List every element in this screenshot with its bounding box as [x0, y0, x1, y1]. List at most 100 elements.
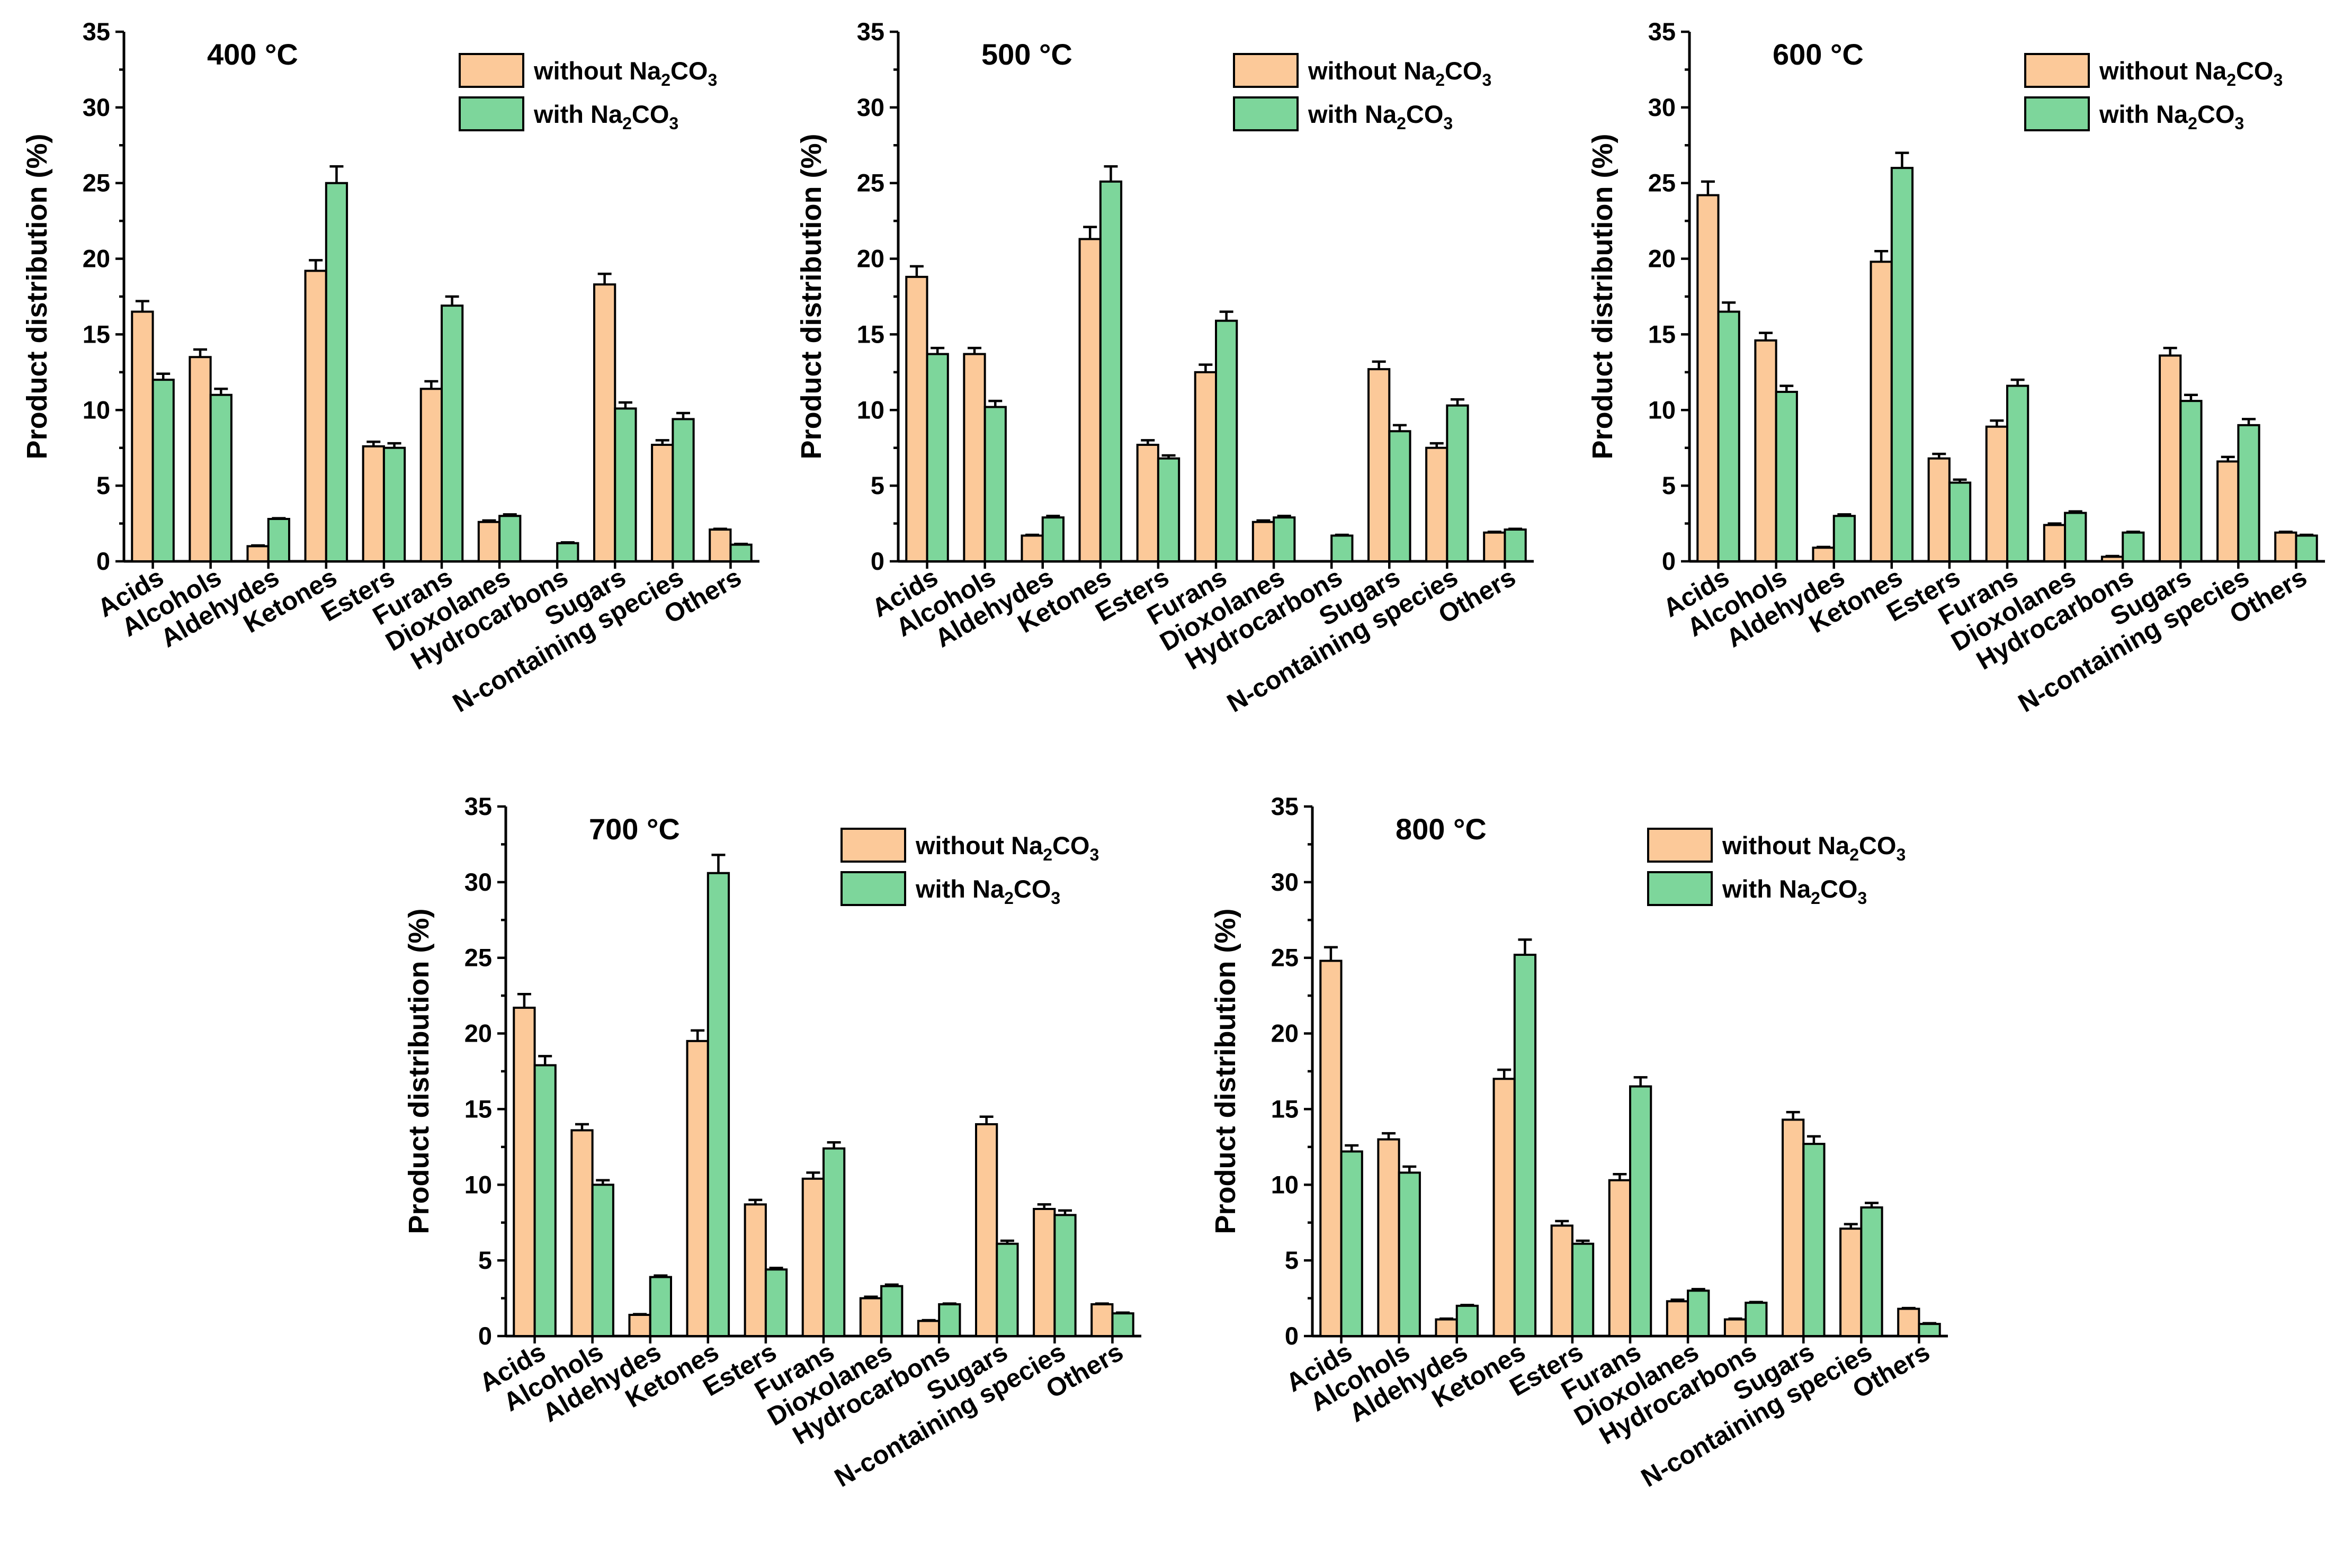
y-tick-label: 30 [857, 93, 884, 121]
bar-without-na2co3-n-containing-species [651, 444, 674, 562]
bar-without-na2co3-hydrocarbons [1723, 1318, 1747, 1338]
bar-with-na2co3-acids [1717, 310, 1740, 562]
bar-with-na2co3-furans [441, 304, 464, 563]
bar-without-na2co3-sugars [975, 1123, 998, 1337]
bar-without-na2co3-acids [513, 1007, 536, 1337]
bar-without-na2co3-acids [1319, 960, 1343, 1337]
bar-with-na2co3-alcohols [591, 1184, 614, 1337]
bar-with-na2co3-n-containing-species [672, 418, 695, 563]
bar-with-na2co3-sugars [614, 407, 637, 563]
bar-without-na2co3-acids [905, 275, 928, 562]
y-tick-label: 35 [857, 17, 884, 46]
bar-with-na2co3-esters [764, 1268, 788, 1337]
y-tick-label: 0 [478, 1322, 492, 1350]
panel-title: 800 °C [1396, 812, 1487, 846]
bar-with-na2co3-aldehydes [1832, 515, 1856, 562]
y-tick-label: 15 [464, 1095, 492, 1123]
bar-without-na2co3-others [1897, 1307, 1920, 1338]
y-tick-label: 25 [1271, 944, 1299, 972]
legend-label-without: without Na2CO3 [915, 831, 1099, 864]
bar-without-na2co3-ketones [1492, 1078, 1516, 1338]
bar-with-na2co3-acids [533, 1064, 557, 1337]
bar-with-na2co3-furans [822, 1147, 846, 1338]
legend-label-with: with Na2CO3 [915, 875, 1060, 908]
legend-label-with: with Na2CO3 [1308, 100, 1453, 133]
legend-label-with: with Na2CO3 [1722, 875, 1867, 908]
y-tick-label: 0 [1662, 547, 1676, 575]
bar-with-na2co3-alcohols [1398, 1171, 1421, 1337]
bar-without-na2co3-furans [419, 388, 443, 562]
bar-with-na2co3-acids [151, 379, 175, 563]
bar-with-na2co3-ketones [707, 872, 730, 1337]
panel-title: 700 °C [589, 812, 680, 846]
bar-with-na2co3-dioxolanes [498, 515, 522, 562]
legend-label-without: without Na2CO3 [1308, 57, 1491, 89]
bar-with-na2co3-aldehydes [1455, 1304, 1479, 1338]
bar-without-na2co3-dioxolanes [2043, 524, 2067, 563]
legend-label-without: without Na2CO3 [2099, 57, 2283, 89]
bar-without-na2co3-sugars [1367, 368, 1391, 563]
bar-with-na2co3-alcohols [209, 393, 232, 562]
bar-with-na2co3-aldehydes [1041, 516, 1065, 563]
bar-without-na2co3-aldehydes [246, 545, 270, 563]
legend-swatch-without [840, 828, 906, 863]
bar-without-na2co3-n-containing-species [1033, 1208, 1056, 1337]
y-tick-label: 10 [83, 396, 110, 424]
y-tick-label: 0 [871, 547, 884, 575]
y-tick-label: 25 [83, 169, 110, 197]
y-tick-label: 30 [1648, 93, 1676, 121]
bar-with-na2co3-dioxolanes [880, 1285, 904, 1338]
legend-swatch-without [2024, 53, 2090, 88]
legend-label-without: without Na2CO3 [1722, 831, 1906, 864]
y-tick-label: 15 [857, 320, 884, 348]
y-tick-label: 5 [871, 471, 884, 499]
bar-with-na2co3-others [1111, 1312, 1134, 1337]
bar-with-na2co3-ketones [325, 182, 348, 562]
y-tick-label: 20 [464, 1019, 492, 1047]
bar-without-na2co3-others [709, 528, 732, 562]
bar-without-na2co3-ketones [304, 270, 327, 562]
legend-swatch-without [459, 53, 524, 88]
bar-without-na2co3-alcohols [570, 1129, 594, 1337]
legend-label-with: with Na2CO3 [533, 100, 678, 133]
y-tick-label: 35 [83, 17, 110, 46]
bar-with-na2co3-dioxolanes [2064, 512, 2087, 562]
bar-without-na2co3-dioxolanes [1251, 521, 1275, 563]
bar-without-na2co3-acids [131, 310, 154, 562]
bar-without-na2co3-sugars [1782, 1118, 1805, 1337]
bar-without-na2co3-alcohols [189, 356, 212, 562]
bar-without-na2co3-aldehydes [1812, 546, 1835, 563]
bar-without-na2co3-esters [744, 1203, 767, 1337]
legend-swatch-with [1233, 96, 1299, 131]
bar-with-na2co3-dioxolanes [1687, 1289, 1710, 1337]
panel-title: 400 °C [207, 38, 298, 71]
y-tick-label: 5 [96, 471, 110, 499]
y-tick-label: 10 [1271, 1170, 1299, 1198]
bar-without-na2co3-others [1483, 531, 1506, 563]
bar-with-na2co3-hydrocarbons [1745, 1302, 1768, 1337]
y-tick-label: 10 [1648, 396, 1676, 424]
bar-with-na2co3-sugars [996, 1242, 1019, 1338]
bar-with-na2co3-n-containing-species [1860, 1206, 1883, 1337]
bar-with-na2co3-esters [1157, 457, 1181, 563]
y-tick-label: 15 [1271, 1095, 1299, 1123]
bar-with-na2co3-hydrocarbons [938, 1303, 961, 1337]
bar-without-na2co3-hydrocarbons [917, 1320, 941, 1337]
bar-without-na2co3-acids [1696, 194, 1720, 563]
bar-with-na2co3-ketones [1513, 954, 1537, 1337]
y-tick-label: 5 [1285, 1246, 1299, 1274]
y-tick-label: 25 [1648, 169, 1676, 197]
bar-with-na2co3-aldehydes [267, 518, 290, 562]
bar-with-na2co3-others [1504, 528, 1527, 562]
panel-700: 0 5 10 15 20 25 30 35 Product distribution (%) 70… [403, 792, 1141, 1493]
bar-with-na2co3-sugars [2179, 400, 2203, 563]
bar-with-na2co3-ketones [1890, 167, 1914, 562]
bar-with-na2co3-acids [926, 353, 949, 562]
y-tick-label: 25 [464, 944, 492, 972]
legend-label-with: with Na2CO3 [2099, 100, 2244, 133]
panel-600: 0 5 10 15 20 25 30 35 Product distribution (%) 60… [1587, 17, 2325, 718]
y-axis-title: Product distribution (%) [1587, 134, 1618, 460]
y-axis-title: Product distribution (%) [403, 909, 435, 1234]
bar-with-na2co3-esters [382, 446, 406, 563]
bar-with-na2co3-esters [1571, 1242, 1595, 1338]
